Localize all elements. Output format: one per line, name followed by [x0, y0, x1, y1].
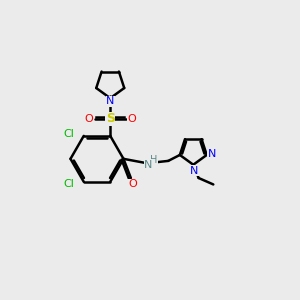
Text: Cl: Cl [64, 179, 74, 189]
Text: N: N [190, 166, 198, 176]
Text: N: N [208, 149, 216, 159]
Text: N: N [106, 96, 114, 106]
Text: O: O [128, 179, 137, 190]
Text: O: O [128, 114, 136, 124]
Text: Cl: Cl [64, 128, 74, 139]
Text: N: N [144, 160, 153, 170]
Text: S: S [106, 112, 115, 125]
Text: H: H [150, 155, 157, 165]
Text: O: O [84, 114, 93, 124]
